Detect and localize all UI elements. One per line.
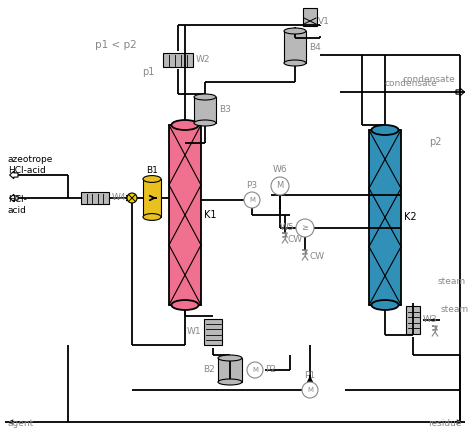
Ellipse shape bbox=[284, 28, 306, 34]
Ellipse shape bbox=[371, 125, 399, 135]
Bar bbox=[284, 31, 306, 63]
Circle shape bbox=[127, 193, 137, 203]
Text: p1: p1 bbox=[142, 67, 154, 77]
Text: P3: P3 bbox=[246, 181, 258, 190]
Text: ≥: ≥ bbox=[301, 223, 308, 233]
Ellipse shape bbox=[172, 120, 199, 130]
Bar bbox=[163, 53, 193, 67]
Text: M: M bbox=[252, 367, 258, 373]
Text: CW: CW bbox=[287, 235, 302, 244]
Text: W1: W1 bbox=[187, 327, 201, 336]
Text: M: M bbox=[307, 387, 313, 393]
Text: P2: P2 bbox=[265, 365, 276, 375]
Text: condensate: condensate bbox=[402, 75, 455, 84]
Ellipse shape bbox=[143, 175, 161, 182]
Text: HCl-
acid: HCl- acid bbox=[8, 195, 27, 215]
Text: V1: V1 bbox=[318, 16, 330, 26]
Text: W3: W3 bbox=[423, 316, 438, 324]
Text: B1: B1 bbox=[146, 166, 158, 175]
Circle shape bbox=[302, 382, 318, 398]
Text: W4: W4 bbox=[112, 194, 126, 203]
Text: agent: agent bbox=[8, 419, 34, 428]
Text: P1: P1 bbox=[305, 371, 315, 380]
Text: B4: B4 bbox=[309, 42, 321, 52]
Text: M: M bbox=[249, 197, 255, 203]
Circle shape bbox=[296, 219, 314, 237]
Ellipse shape bbox=[371, 300, 399, 310]
Text: W6: W6 bbox=[273, 165, 287, 174]
Ellipse shape bbox=[218, 379, 242, 385]
Bar bbox=[303, 8, 317, 26]
Text: p1 < p2: p1 < p2 bbox=[95, 40, 137, 50]
Bar bbox=[169, 125, 201, 305]
Bar bbox=[194, 97, 216, 123]
Ellipse shape bbox=[284, 60, 306, 66]
Bar bbox=[204, 319, 222, 345]
Text: K2: K2 bbox=[404, 213, 416, 223]
Text: p2: p2 bbox=[429, 137, 441, 147]
Circle shape bbox=[271, 177, 289, 195]
Text: condensate: condensate bbox=[384, 79, 437, 88]
Bar bbox=[218, 358, 242, 382]
Text: residue: residue bbox=[429, 419, 462, 428]
Text: W5: W5 bbox=[279, 223, 294, 233]
Text: W2: W2 bbox=[196, 55, 211, 65]
Bar bbox=[81, 192, 109, 204]
Bar bbox=[369, 130, 401, 305]
Text: steam: steam bbox=[438, 277, 466, 286]
Text: B2: B2 bbox=[203, 365, 215, 375]
Ellipse shape bbox=[218, 355, 242, 361]
Text: CW: CW bbox=[309, 252, 324, 261]
Circle shape bbox=[244, 192, 260, 208]
Ellipse shape bbox=[143, 213, 161, 220]
Ellipse shape bbox=[194, 94, 216, 100]
Bar bbox=[406, 306, 420, 334]
Text: azeotrope
HCl-acid: azeotrope HCl-acid bbox=[8, 155, 54, 175]
Text: steam: steam bbox=[441, 305, 469, 314]
Ellipse shape bbox=[172, 300, 199, 310]
Circle shape bbox=[247, 362, 263, 378]
Bar bbox=[143, 179, 161, 217]
Text: B3: B3 bbox=[219, 106, 231, 114]
Text: K1: K1 bbox=[204, 210, 217, 220]
Ellipse shape bbox=[194, 120, 216, 126]
Text: M: M bbox=[276, 181, 283, 191]
